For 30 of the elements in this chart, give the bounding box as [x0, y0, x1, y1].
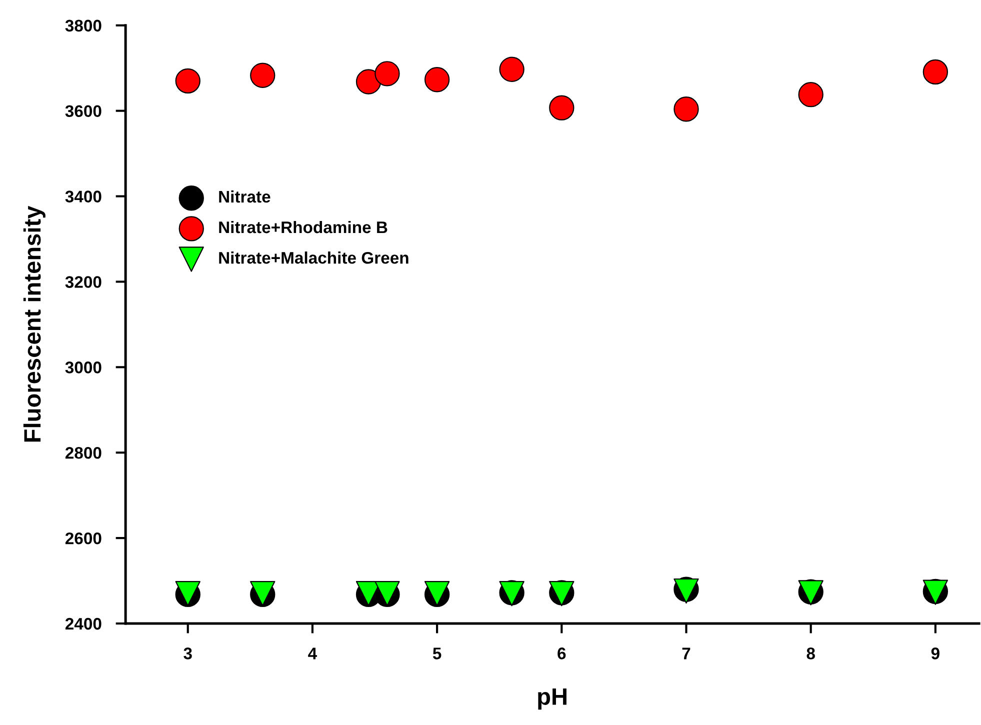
x-tick-label: 5	[432, 648, 442, 660]
legend-label: Nitrate+Malachite Green	[219, 252, 408, 264]
point	[374, 61, 400, 86]
x-tick-label: 4	[308, 648, 318, 660]
x-tick-label: 7	[682, 648, 690, 660]
x-tick-label: 3	[184, 648, 192, 660]
point	[798, 82, 824, 108]
x-tick-label: 6	[558, 648, 566, 660]
point	[922, 59, 948, 85]
point	[499, 56, 524, 82]
y-tick-label: 3400	[65, 190, 102, 202]
legend-label: Nitrate	[219, 190, 270, 203]
point	[356, 69, 382, 94]
point	[250, 62, 276, 88]
y-tick-label: 3200	[65, 276, 102, 288]
y-tick-label: 2800	[65, 447, 102, 459]
y-tick-label: 3000	[65, 362, 102, 374]
y-tick-label: 2400	[65, 618, 102, 630]
y-axis-title: Fluorescent intensity	[23, 206, 46, 442]
point	[549, 95, 574, 120]
x-tick-label: 9	[931, 648, 940, 660]
y-tick-label: 2600	[65, 532, 102, 544]
legend-label: Nitrate+Rhodamine B	[219, 220, 388, 234]
point	[674, 96, 699, 122]
y-tick-label: 3800	[65, 20, 102, 32]
x-tick-label: 8	[806, 648, 815, 660]
y-tick-label: 3600	[65, 105, 102, 118]
point	[424, 67, 450, 92]
x-axis-title: pH	[538, 688, 566, 710]
point	[175, 68, 200, 94]
